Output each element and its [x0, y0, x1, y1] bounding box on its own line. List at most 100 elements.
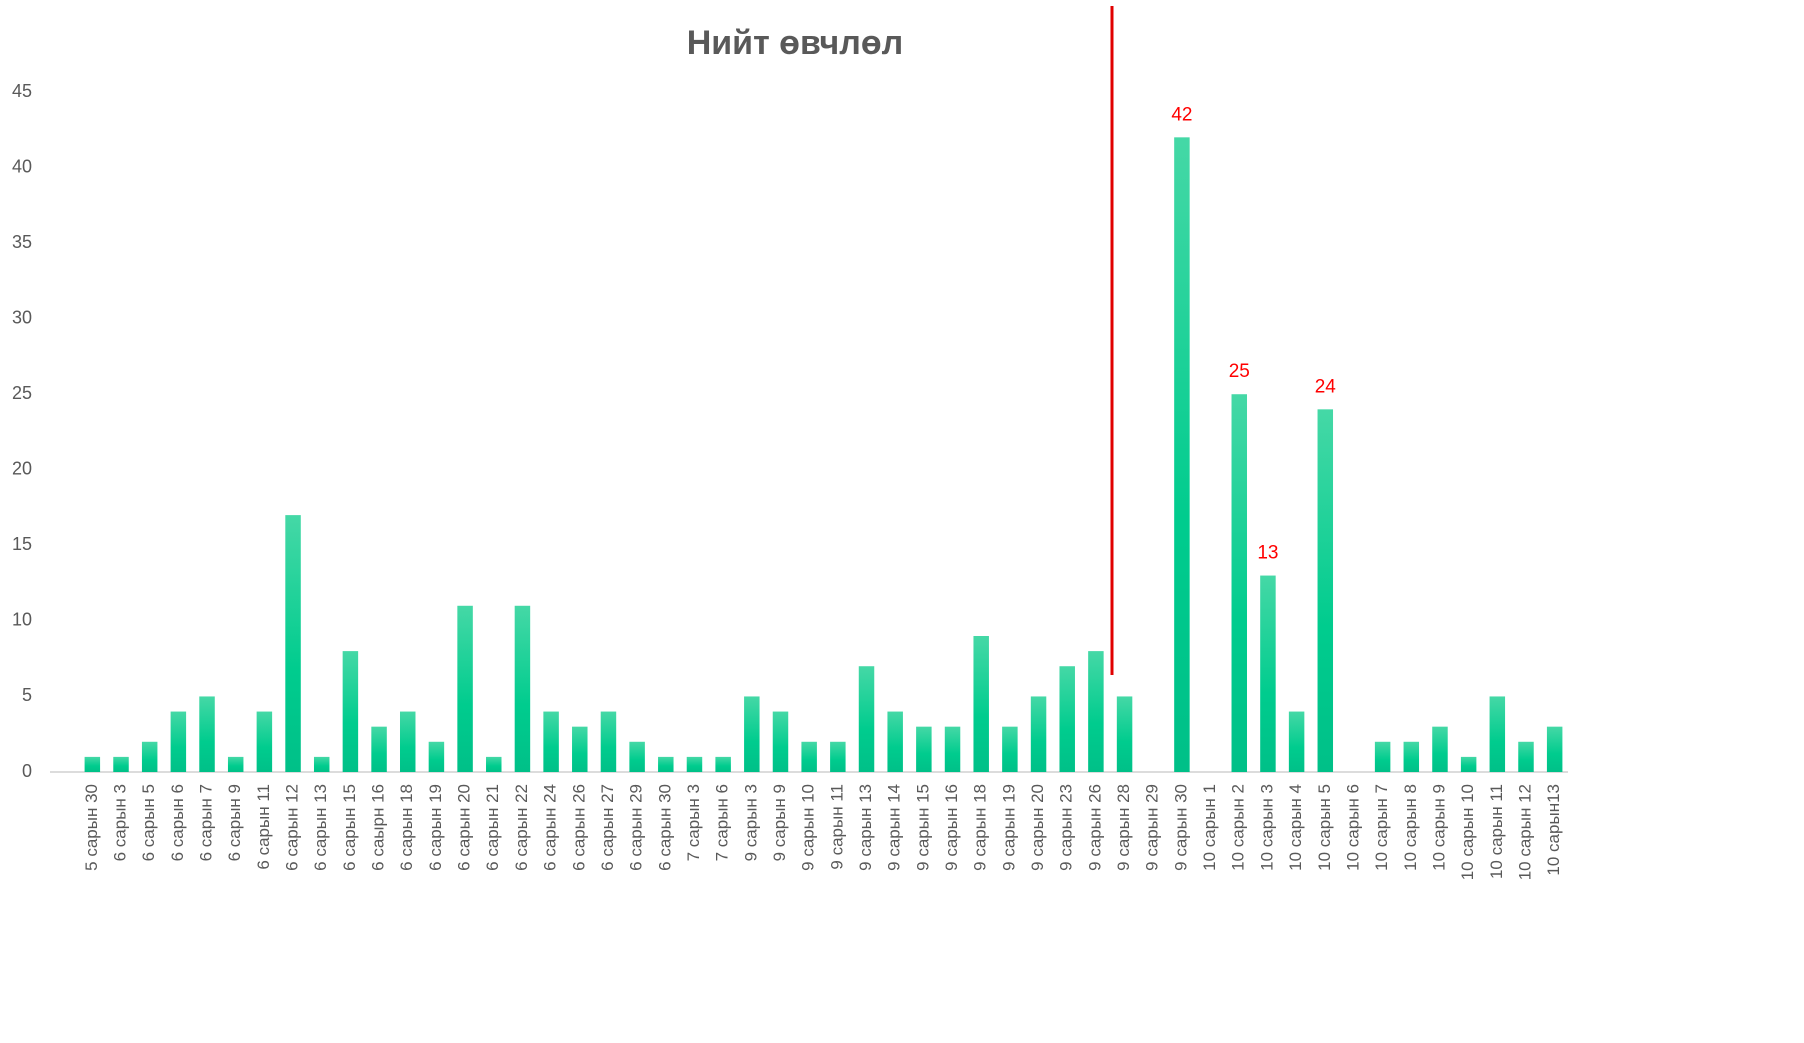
x-tick-label: 9 сарын 14 [885, 784, 904, 871]
y-tick-label: 40 [12, 156, 32, 176]
bar [1088, 651, 1104, 772]
bar [1489, 696, 1506, 772]
bar [1288, 711, 1305, 772]
x-tick-label: 10 сарын 9 [1429, 784, 1448, 871]
bar [858, 666, 875, 772]
x-tick-label: 9 сарын 16 [942, 784, 961, 871]
bar [1460, 756, 1477, 772]
bar [141, 741, 158, 772]
bar [973, 636, 989, 772]
y-tick-label: 10 [12, 610, 32, 630]
y-tick-label: 35 [12, 232, 32, 252]
data-label: 25 [1229, 361, 1250, 382]
x-tick-label: 6 саырн 16 [369, 784, 388, 871]
y-tick-label: 45 [12, 81, 32, 101]
bar [944, 726, 961, 772]
x-tick-label: 6 сарын 15 [340, 784, 359, 871]
x-tick-label: 10 сарын 4 [1286, 784, 1305, 871]
bar [1260, 575, 1276, 772]
bar [1231, 394, 1248, 772]
x-tick-label: 9 сарын 10 [799, 784, 818, 871]
x-tick-label: 6 сарын 30 [655, 784, 674, 871]
bar [342, 651, 359, 772]
bar [1317, 409, 1334, 772]
x-tick-label: 6 сарын 3 [110, 784, 129, 861]
y-tick-label: 25 [12, 383, 32, 403]
bar [744, 696, 760, 772]
bar [543, 711, 559, 772]
y-tick-label: 5 [22, 685, 32, 705]
x-tick-label: 9 сарын 3 [741, 784, 760, 861]
bar [1116, 696, 1133, 772]
x-tick-label: 9 сарын 26 [1085, 784, 1104, 871]
x-tick-label: 9 сарын 15 [913, 784, 932, 871]
bar [1518, 741, 1534, 772]
x-tick-label: 10 сарын 7 [1372, 784, 1391, 871]
bar [629, 741, 645, 772]
x-tick-label: 10 сарын 1 [1200, 784, 1219, 871]
bar [227, 756, 244, 772]
bar [399, 711, 416, 772]
x-tick-label: 9 сарын 9 [770, 784, 789, 861]
data-label: 13 [1257, 543, 1278, 564]
x-tick-label: 10 сарын 12 [1515, 784, 1534, 880]
x-tick-label: 9 сарын 23 [1057, 784, 1076, 871]
x-tick-label: 6 сарын 13 [311, 784, 330, 871]
bar [170, 711, 187, 772]
x-tick-label: 6 сарын 20 [455, 784, 474, 871]
bar [199, 696, 215, 772]
x-tick-label: 9 сарын 13 [856, 784, 875, 871]
x-tick-label: 10 сарын 5 [1315, 784, 1334, 871]
bar [801, 741, 817, 772]
x-tick-label: 10 сарын13 [1544, 784, 1563, 876]
bar [1002, 726, 1018, 772]
bar [313, 756, 330, 772]
bar [1432, 726, 1448, 772]
bar [486, 756, 502, 772]
chart-title: Нийт өвчлөл [687, 24, 904, 62]
x-tick-label: 10 сарын 11 [1487, 784, 1506, 879]
bar [256, 711, 273, 772]
x-tick-label: 10 сарын 3 [1257, 784, 1276, 871]
x-tick-label: 6 сарын 29 [627, 784, 646, 871]
bar [113, 756, 129, 772]
bar [1546, 726, 1563, 772]
bar [715, 756, 731, 772]
x-tick-label: 6 сарын 24 [541, 784, 560, 871]
x-tick-label: 7 сарын 6 [713, 784, 732, 861]
x-tick-label: 6 сарын 11 [254, 784, 273, 870]
x-tick-label: 10 сарын 8 [1401, 784, 1420, 871]
bar [1174, 137, 1190, 773]
x-tick-label: 6 сарын 26 [569, 784, 588, 871]
bar [686, 756, 703, 772]
x-tick-label: 5 сарын 30 [82, 784, 101, 871]
x-tick-label: 6 сарын 22 [512, 784, 531, 871]
x-tick-label: 6 сарын 5 [139, 784, 158, 861]
x-tick-label: 6 сарын 9 [225, 784, 244, 861]
x-tick-label: 9 сарын 18 [971, 784, 990, 871]
x-tick-label: 7 сарын 3 [684, 784, 703, 861]
bar [772, 711, 789, 772]
bar [428, 741, 445, 772]
y-tick-label: 30 [12, 307, 32, 327]
bar [830, 741, 846, 772]
bar [1030, 696, 1047, 772]
x-tick-label: 10 сарын 6 [1343, 784, 1362, 871]
x-tick-label: 10 сарын 10 [1458, 784, 1477, 880]
data-label: 24 [1315, 376, 1337, 397]
bar [84, 756, 101, 772]
bar [1059, 666, 1075, 772]
x-tick-label: 6 сарын 19 [426, 784, 445, 871]
bar [916, 726, 932, 772]
x-tick-label: 6 сарын 18 [397, 784, 416, 871]
x-tick-label: 6 сарын 7 [197, 784, 216, 861]
y-tick-label: 20 [12, 459, 32, 479]
x-tick-label: 9 сарын 29 [1143, 784, 1162, 871]
x-tick-label: 9 сарын 20 [1028, 784, 1047, 871]
x-tick-label: 6 сарын 6 [168, 784, 187, 861]
data-label: 42 [1171, 104, 1192, 125]
bar [457, 605, 473, 772]
x-tick-label: 6 сарын 27 [598, 784, 617, 871]
y-tick-label: 0 [22, 761, 32, 781]
y-tick-label: 15 [12, 534, 32, 554]
